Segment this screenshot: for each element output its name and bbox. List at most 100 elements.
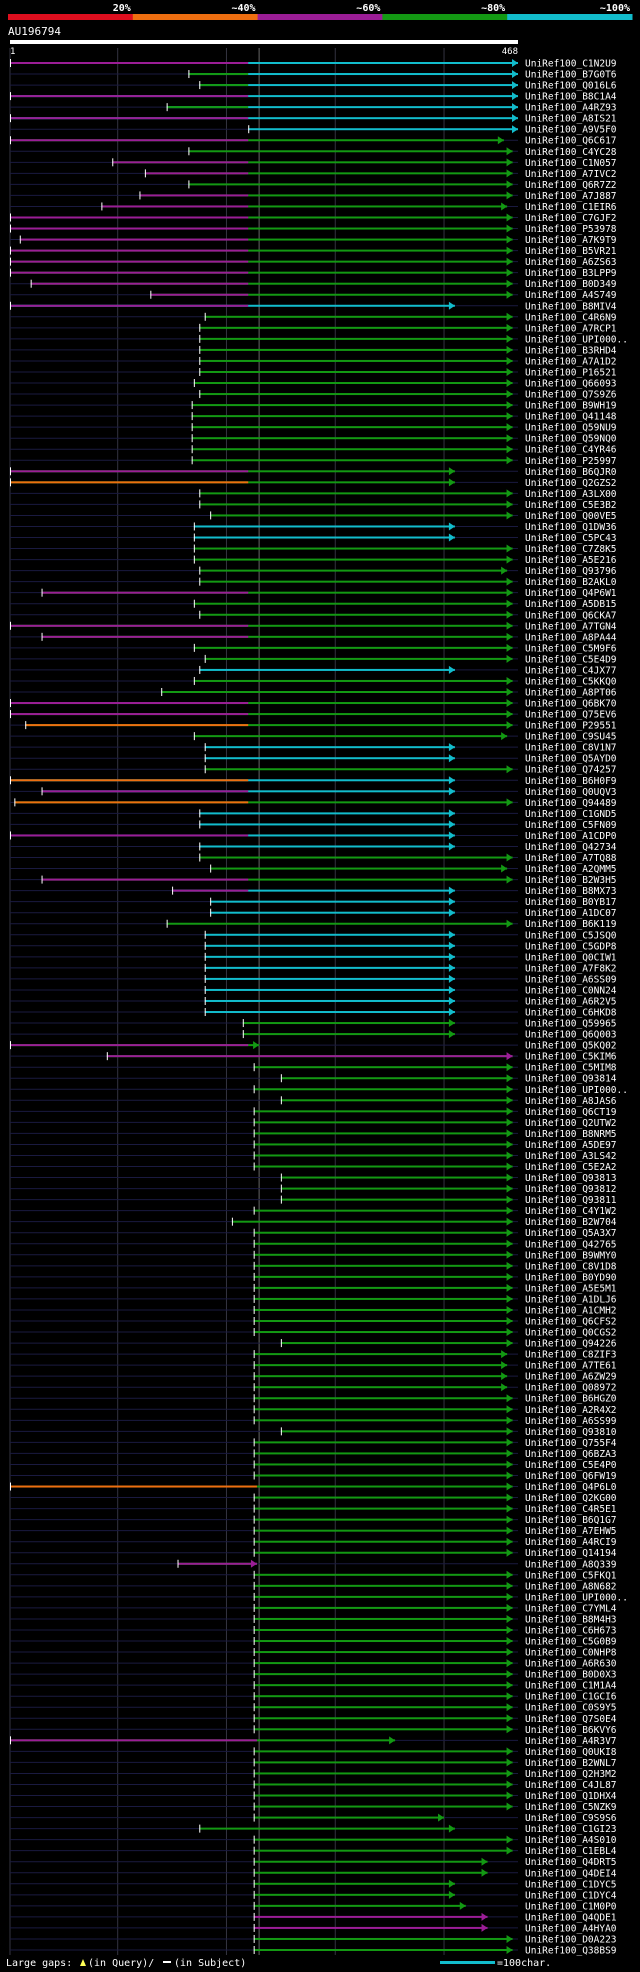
hit-label[interactable]: UniRef100_C0NHP8 [525, 1648, 617, 1659]
hit-label[interactable]: UniRef100_Q4P6W1 [525, 588, 617, 599]
hit-label[interactable]: UniRef100_Q41148 [525, 412, 617, 423]
hit-label[interactable]: UniRef100_B0D349 [525, 279, 617, 290]
hit-label[interactable]: UniRef100_B7G0T6 [525, 70, 617, 81]
hit-label[interactable]: UniRef100_A4RZ93 [525, 103, 617, 114]
hit-label[interactable]: UniRef100_C7YML4 [525, 1603, 617, 1614]
hit-label[interactable]: UniRef100_B6QJR0 [525, 467, 617, 478]
hit-label[interactable]: UniRef100_Q1DHX4 [525, 1791, 617, 1802]
hit-label[interactable]: UniRef100_Q93810 [525, 1427, 617, 1438]
hit-label[interactable]: UniRef100_B2AKL0 [525, 577, 617, 588]
hit-label[interactable]: UniRef100_Q93814 [525, 1074, 617, 1085]
hit-label[interactable]: UniRef100_Q59965 [525, 1019, 617, 1030]
hit-label[interactable]: UniRef100_Q5KQ02 [525, 1041, 617, 1052]
hit-label[interactable]: UniRef100_Q4P6L0 [525, 1482, 617, 1493]
hit-label[interactable]: UniRef100_A6ZW29 [525, 1372, 617, 1383]
hit-label[interactable]: UniRef100_B2W3H5 [525, 875, 617, 886]
hit-label[interactable]: UniRef100_Q93796 [525, 566, 617, 577]
hit-label[interactable]: UniRef100_Q0UKI8 [525, 1747, 617, 1758]
hit-label[interactable]: UniRef100_C1N057 [525, 158, 617, 169]
hit-label[interactable]: UniRef100_A4HYA0 [525, 1923, 617, 1934]
hit-label[interactable]: UniRef100_Q59NU9 [525, 423, 617, 434]
hit-label[interactable]: UniRef100_A8PT06 [525, 688, 617, 699]
hit-label[interactable]: UniRef100_Q6BK70 [525, 699, 617, 710]
hit-label[interactable]: UniRef100_Q4DRT5 [525, 1857, 617, 1868]
hit-label[interactable]: UniRef100_C1DYC5 [525, 1879, 617, 1890]
hit-label[interactable]: UniRef100_A1DC07 [525, 908, 617, 919]
hit-label[interactable]: UniRef100_Q1DW36 [525, 522, 617, 533]
hit-label[interactable]: UniRef100_A7RCP1 [525, 323, 617, 334]
hit-label[interactable]: UniRef100_C1DYC4 [525, 1890, 617, 1901]
hit-label[interactable]: UniRef100_A8PA44 [525, 632, 617, 643]
hit-label[interactable]: UniRef100_C8V1D8 [525, 1261, 617, 1272]
hit-label[interactable]: UniRef100_C1N2U9 [525, 59, 617, 70]
hit-label[interactable]: UniRef100_C5FKQ1 [525, 1570, 617, 1581]
hit-label[interactable]: UniRef100_C5E4D9 [525, 654, 617, 665]
hit-label[interactable]: UniRef100_A4R3V7 [525, 1736, 617, 1747]
hit-label[interactable]: UniRef100_D0A223 [525, 1934, 617, 1945]
hit-label[interactable]: UniRef100_A7TE61 [525, 1361, 617, 1372]
hit-label[interactable]: UniRef100_C5E4P0 [525, 1460, 617, 1471]
hit-label[interactable]: UniRef100_A7A1D2 [525, 356, 617, 367]
hit-label[interactable]: UniRef100_P53978 [525, 224, 617, 235]
hit-label[interactable]: UniRef100_Q14194 [525, 1548, 617, 1559]
hit-label[interactable]: UniRef100_C8V1N7 [525, 743, 617, 754]
hit-label[interactable]: UniRef100_Q0CGS2 [525, 1328, 617, 1339]
hit-label[interactable]: UniRef100_B8M4H3 [525, 1614, 617, 1625]
hit-label[interactable]: UniRef100_B5VR21 [525, 246, 617, 257]
hit-label[interactable]: UniRef100_B2WNL7 [525, 1758, 617, 1769]
hit-label[interactable]: UniRef100_B8MX73 [525, 886, 617, 897]
hit-label[interactable]: UniRef100_C9SU45 [525, 732, 617, 743]
hit-label[interactable]: UniRef100_A2R4X2 [525, 1405, 617, 1416]
hit-label[interactable]: UniRef100_B3LPP9 [525, 268, 617, 279]
hit-label[interactable]: UniRef100_A1DLJ6 [525, 1294, 617, 1305]
hit-label[interactable]: UniRef100_C4R5E1 [525, 1504, 617, 1515]
hit-label[interactable]: UniRef100_Q94226 [525, 1339, 617, 1350]
hit-label[interactable]: UniRef100_P16521 [525, 367, 617, 378]
hit-label[interactable]: UniRef100_C7GJF2 [525, 213, 617, 224]
hit-label[interactable]: UniRef100_Q42765 [525, 1239, 617, 1250]
hit-label[interactable]: UniRef100_C4R6N9 [525, 312, 617, 323]
hit-label[interactable]: UniRef100_C1EBL4 [525, 1846, 617, 1857]
hit-label[interactable]: UniRef100_Q6C617 [525, 136, 617, 147]
hit-label[interactable]: UniRef100_C5MIM8 [525, 1063, 617, 1074]
hit-label[interactable]: UniRef100_Q2H3M2 [525, 1769, 617, 1780]
hit-label[interactable]: UniRef100_A6SS09 [525, 974, 617, 985]
hit-label[interactable]: UniRef100_C5E2A2 [525, 1162, 617, 1173]
hit-label[interactable]: UniRef100_C6HKD8 [525, 1008, 617, 1019]
hit-label[interactable]: UniRef100_A6SS99 [525, 1416, 617, 1427]
hit-label[interactable]: UniRef100_A6R630 [525, 1659, 617, 1670]
hit-label[interactable]: UniRef100_C4JX77 [525, 665, 617, 676]
hit-label[interactable]: UniRef100_C5KKQ0 [525, 676, 617, 687]
hit-label[interactable]: UniRef100_B9WH19 [525, 401, 617, 412]
hit-label[interactable]: UniRef100_Q93812 [525, 1184, 617, 1195]
hit-label[interactable]: UniRef100_Q66093 [525, 379, 617, 390]
hit-label[interactable]: UniRef100_Q6R7Z2 [525, 180, 617, 191]
hit-label[interactable]: UniRef100_B6H0F9 [525, 776, 617, 787]
hit-label[interactable]: UniRef100_A7F8K2 [525, 963, 617, 974]
hit-label[interactable]: UniRef100_P25997 [525, 456, 617, 467]
hit-label[interactable]: UniRef100_B0D0X3 [525, 1670, 617, 1681]
hit-label[interactable]: UniRef100_B8C1A4 [525, 92, 617, 103]
hit-label[interactable]: UniRef100_C4YC28 [525, 147, 617, 158]
hit-label[interactable]: UniRef100_C1GND5 [525, 809, 617, 820]
hit-label[interactable]: UniRef100_A5E5M1 [525, 1283, 617, 1294]
hit-label[interactable]: UniRef100_Q5A3X7 [525, 1228, 617, 1239]
hit-label[interactable]: UniRef100_C1M1A4 [525, 1681, 617, 1692]
hit-label[interactable]: UniRef100_Q7S0E4 [525, 1714, 617, 1725]
hit-label[interactable]: UniRef100_UPI000.. [525, 1085, 628, 1096]
hit-label[interactable]: UniRef100_Q2UTW2 [525, 1118, 617, 1129]
hit-label[interactable]: UniRef100_C5M9F6 [525, 643, 617, 654]
hit-label[interactable]: UniRef100_A1CDP0 [525, 831, 617, 842]
hit-label[interactable]: UniRef100_A6R2V5 [525, 996, 617, 1007]
hit-label[interactable]: UniRef100_Q4QDE1 [525, 1912, 617, 1923]
hit-label[interactable]: UniRef100_A7TGN4 [525, 621, 617, 632]
hit-label[interactable]: UniRef100_C0S9Y5 [525, 1703, 617, 1714]
hit-label[interactable]: UniRef100_C4Y1W2 [525, 1206, 617, 1217]
hit-label[interactable]: UniRef100_A2QMM5 [525, 864, 617, 875]
hit-label[interactable]: UniRef100_A4S749 [525, 290, 617, 301]
hit-label[interactable]: UniRef100_UPI000.. [525, 1592, 628, 1603]
hit-label[interactable]: UniRef100_Q38BS9 [525, 1946, 617, 1957]
hit-label[interactable]: UniRef100_Q016L6 [525, 81, 617, 92]
hit-label[interactable]: UniRef100_C5NZK9 [525, 1802, 617, 1813]
hit-label[interactable]: UniRef100_C5G0B9 [525, 1637, 617, 1648]
